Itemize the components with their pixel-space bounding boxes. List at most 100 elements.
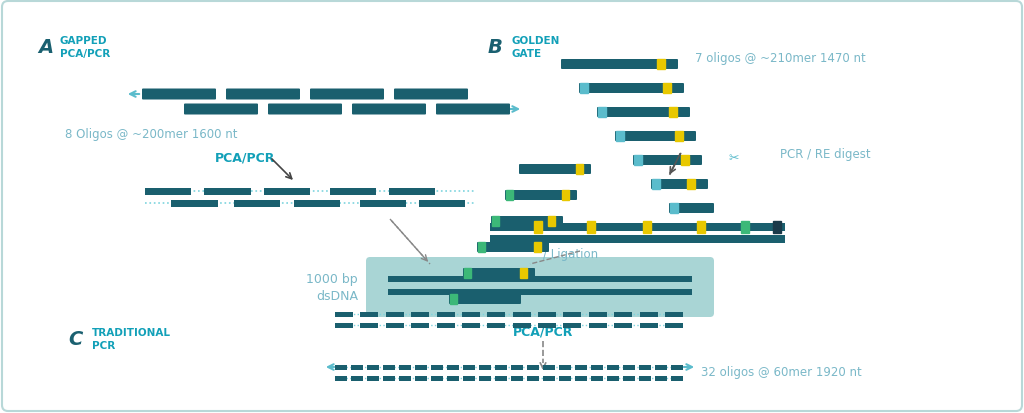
Bar <box>580 84 588 94</box>
Bar <box>462 312 480 317</box>
Bar <box>634 156 642 166</box>
Bar <box>495 375 507 380</box>
Bar <box>492 216 499 226</box>
Text: B: B <box>488 38 503 57</box>
Bar <box>495 365 507 370</box>
Bar <box>681 156 689 166</box>
Text: 8 Oligos @ ~200mer 1600 nt: 8 Oligos @ ~200mer 1600 nt <box>65 128 238 141</box>
Bar <box>360 312 379 317</box>
FancyBboxPatch shape <box>615 132 696 142</box>
FancyBboxPatch shape <box>633 156 702 166</box>
Bar <box>640 323 657 328</box>
Text: TRADITIONAL
PCR: TRADITIONAL PCR <box>92 327 171 350</box>
Bar <box>462 323 480 328</box>
Bar <box>669 108 677 118</box>
FancyBboxPatch shape <box>436 104 510 115</box>
Bar <box>431 365 443 370</box>
Bar <box>665 323 683 328</box>
Bar <box>563 323 582 328</box>
Bar <box>386 323 403 328</box>
Bar <box>450 294 457 304</box>
Bar <box>506 190 513 201</box>
Bar <box>294 200 340 207</box>
Bar <box>463 365 475 370</box>
FancyBboxPatch shape <box>184 104 258 115</box>
Bar <box>591 375 603 380</box>
Bar <box>575 165 583 175</box>
Bar <box>171 200 218 207</box>
Bar <box>614 312 632 317</box>
Bar <box>511 365 523 370</box>
FancyBboxPatch shape <box>505 190 577 201</box>
Bar <box>589 312 607 317</box>
Bar <box>520 268 527 278</box>
Bar <box>264 188 310 195</box>
Bar <box>559 375 571 380</box>
Bar <box>538 323 556 328</box>
Bar <box>559 365 571 370</box>
Bar <box>562 190 569 201</box>
Bar <box>487 323 505 328</box>
Text: PCA/PCR: PCA/PCR <box>513 325 573 338</box>
Bar <box>623 365 635 370</box>
Bar <box>383 365 395 370</box>
Bar <box>513 312 530 317</box>
Text: ✂: ✂ <box>728 152 738 165</box>
Text: GAPPED
PCA/PCR: GAPPED PCA/PCR <box>60 36 111 59</box>
Bar <box>419 200 465 207</box>
Text: A: A <box>38 38 53 57</box>
Bar <box>640 312 657 317</box>
Text: 1000 bp
dsDNA: 1000 bp dsDNA <box>306 272 358 302</box>
Bar <box>436 312 455 317</box>
Bar <box>415 365 427 370</box>
FancyBboxPatch shape <box>352 104 426 115</box>
Bar <box>399 365 411 370</box>
Bar <box>598 108 606 118</box>
Bar <box>543 365 555 370</box>
Bar <box>412 312 429 317</box>
FancyBboxPatch shape <box>310 89 384 100</box>
Bar <box>388 276 692 282</box>
Bar <box>527 365 539 370</box>
Bar <box>330 188 376 195</box>
Bar <box>740 221 749 233</box>
Bar <box>436 323 455 328</box>
Bar <box>479 375 490 380</box>
Bar <box>623 375 635 380</box>
Bar <box>412 323 429 328</box>
Bar <box>415 375 427 380</box>
Bar <box>335 375 347 380</box>
Bar <box>490 223 785 231</box>
Bar <box>655 365 667 370</box>
FancyBboxPatch shape <box>366 257 714 317</box>
Bar <box>388 289 692 295</box>
Bar <box>335 365 347 370</box>
Bar <box>527 375 539 380</box>
Bar <box>773 221 781 233</box>
FancyBboxPatch shape <box>268 104 342 115</box>
Bar <box>543 375 555 380</box>
Bar <box>675 132 683 142</box>
FancyBboxPatch shape <box>579 84 684 94</box>
FancyBboxPatch shape <box>142 89 216 100</box>
Bar <box>534 242 541 252</box>
FancyBboxPatch shape <box>477 242 549 252</box>
Bar <box>513 323 530 328</box>
Bar <box>535 221 543 233</box>
Text: PCA/PCR: PCA/PCR <box>215 152 275 165</box>
Bar <box>431 375 443 380</box>
FancyBboxPatch shape <box>394 89 468 100</box>
Text: PCR / RE digest: PCR / RE digest <box>780 147 870 161</box>
Bar <box>335 323 353 328</box>
Bar <box>575 365 587 370</box>
Bar <box>639 375 651 380</box>
Bar <box>687 180 695 190</box>
Bar <box>655 375 667 380</box>
Bar <box>386 312 403 317</box>
Bar <box>670 204 678 214</box>
Bar <box>652 180 660 190</box>
Bar <box>671 375 683 380</box>
FancyBboxPatch shape <box>519 165 591 175</box>
Bar <box>351 375 362 380</box>
Bar <box>360 323 379 328</box>
